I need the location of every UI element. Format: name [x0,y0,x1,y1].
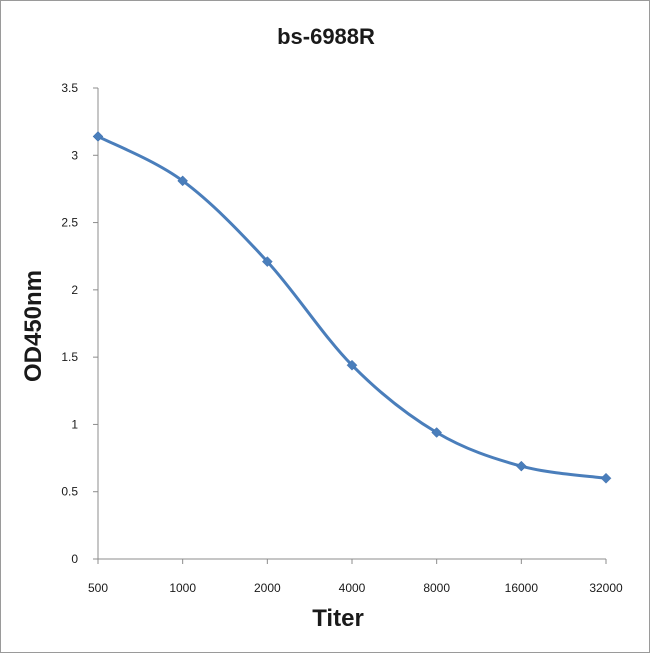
y-axis-title: OD450nm [20,270,47,382]
data-point-marker [431,427,443,438]
x-tick-label: 8000 [423,581,450,595]
x-axis-title: Titer [312,605,364,632]
data-point-marker [261,256,273,267]
data-point-marker [177,175,189,187]
data-point-marker [346,359,358,371]
x-tick-label: 4000 [339,581,366,595]
y-tick-label: 2.5 [61,216,78,230]
series-group [92,131,612,484]
y-tick-label: 3.5 [61,81,78,95]
y-tick-label: 2 [71,283,78,297]
y-tick-label: 0 [71,552,78,566]
data-point-marker [92,131,104,142]
x-axis: 500 1000 2000 4000 8000 16000 32000 [88,558,623,595]
data-point-marker [515,460,527,472]
x-tick-label: 1000 [169,581,196,595]
x-tick-label: 32000 [589,581,623,595]
x-tick-label: 16000 [505,581,539,595]
chart-title: bs-6988R [277,24,375,49]
series-line [96,134,608,480]
data-point-marker [600,472,612,484]
y-axis: 0 0.5 1 1.5 2 2.5 3 3.5 [61,81,99,566]
x-tick-label: 500 [88,581,108,595]
y-tick-label: 0.5 [61,485,78,499]
x-tick-label: 2000 [254,581,281,595]
y-tick-label: 1 [71,417,78,431]
y-tick-label: 1.5 [61,350,78,364]
y-tick-label: 3 [71,148,78,162]
